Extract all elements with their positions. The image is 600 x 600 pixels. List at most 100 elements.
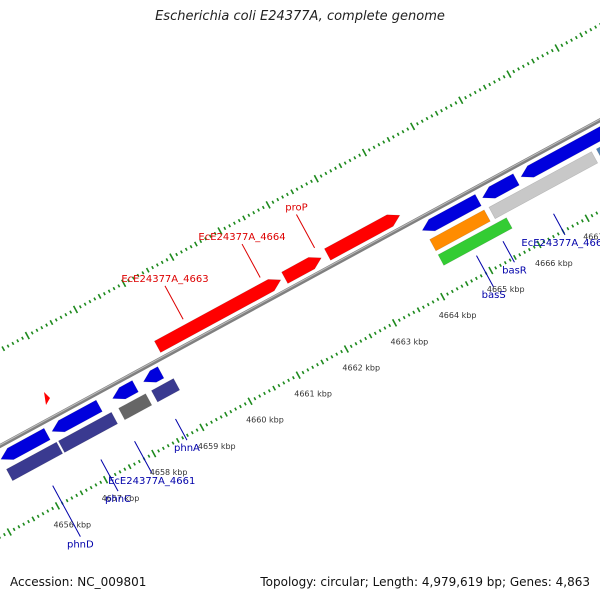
gene-feature	[5, 441, 64, 482]
tick-mark	[12, 527, 16, 532]
gene-label: phnC	[105, 494, 131, 505]
tick-mark	[102, 292, 106, 296]
tick-mark	[247, 213, 251, 218]
tick-mark	[94, 483, 98, 487]
backbone-line	[0, 117, 600, 449]
tick-mark	[493, 80, 496, 84]
tick-mark	[118, 470, 122, 474]
tick-mark	[217, 227, 223, 235]
tick-mark	[367, 148, 371, 152]
tick-mark	[446, 292, 449, 296]
tick-mark	[59, 315, 63, 319]
tick-mark	[155, 263, 159, 267]
tick-mark	[65, 498, 69, 503]
gene-feature	[142, 366, 165, 383]
tick-mark	[436, 297, 440, 301]
tick-mark	[102, 475, 109, 484]
tick-mark	[141, 271, 145, 275]
tick-mark	[147, 454, 151, 458]
tick-mark	[40, 326, 44, 330]
tick-mark	[464, 95, 468, 100]
tick-mark	[75, 493, 79, 498]
gene-label: basS	[482, 290, 506, 301]
tick-mark	[536, 56, 540, 61]
tick-mark	[113, 472, 117, 477]
tick-mark	[556, 232, 560, 236]
tick-mark	[195, 428, 199, 432]
tick-mark	[54, 501, 61, 510]
tick-mark	[190, 430, 194, 435]
gene-feature	[520, 126, 600, 178]
gene-label: basR	[502, 265, 527, 276]
tick-mark	[407, 313, 411, 317]
tick-mark	[282, 381, 286, 385]
tick-mark	[550, 48, 554, 53]
tick-mark	[391, 135, 395, 139]
tick-mark	[595, 211, 599, 215]
labels: 4656 kbp 4657 kbp 4658 kbp 4659 kbp 4660 kbp…	[53, 203, 600, 551]
tick-mark	[474, 276, 478, 281]
tick-mark	[117, 284, 121, 288]
label-leader	[553, 213, 566, 236]
tick-mark	[560, 43, 564, 48]
tick-mark	[434, 110, 439, 116]
tick-mark	[409, 122, 416, 131]
label-leader	[175, 418, 188, 441]
tick-mark	[214, 417, 218, 422]
tick-mark	[320, 359, 325, 365]
tick-mark	[305, 182, 309, 186]
tick-mark	[353, 156, 357, 160]
tick-mark	[243, 402, 247, 406]
gene-feature	[595, 146, 600, 157]
tick-mark	[45, 323, 49, 327]
tick-mark	[223, 226, 227, 231]
tick-mark	[426, 302, 430, 307]
tick-mark	[205, 423, 209, 427]
tick-mark	[402, 315, 406, 320]
gene-feature	[421, 193, 482, 232]
tick-mark	[51, 506, 55, 511]
tick-mark	[265, 200, 271, 209]
tick-mark	[499, 263, 502, 268]
tick-mark	[84, 488, 88, 492]
tick-mark	[180, 250, 183, 254]
tick-mark	[41, 511, 45, 516]
tick-mark	[571, 224, 575, 228]
topology-text: Topology: circular; Length: 4,979,619 bp…	[260, 575, 590, 589]
gene-feature	[0, 427, 51, 460]
tick-mark	[554, 44, 560, 52]
tick-mark	[584, 214, 590, 223]
tick-mark	[454, 101, 458, 105]
tick-mark	[127, 278, 130, 283]
tick-mark	[517, 67, 520, 71]
tick-mark	[361, 148, 368, 157]
tick-mark	[181, 436, 185, 440]
scale-label: 4657 kbp	[102, 494, 140, 503]
tick-mark	[343, 161, 347, 165]
accession-text: Accession: NC_009801	[10, 575, 147, 589]
genome-backbone	[0, 117, 600, 449]
tick-mark	[271, 200, 275, 204]
tick-mark	[54, 318, 58, 322]
tick-mark	[494, 266, 498, 270]
scale-label: 4656 kbp	[53, 520, 91, 529]
tick-mark	[488, 82, 492, 87]
tick-mark	[295, 371, 301, 380]
tick-mark	[83, 302, 87, 306]
tick-mark	[204, 237, 207, 241]
tick-mark	[552, 234, 555, 239]
tick-mark	[247, 397, 253, 406]
tick-mark	[199, 423, 205, 432]
gene-features	[0, 126, 600, 482]
tick-mark	[590, 213, 594, 218]
scale-label: 4658 kbp	[150, 468, 188, 477]
tick-mark	[46, 509, 50, 513]
tick-mark	[253, 396, 257, 401]
tick-mark	[468, 93, 472, 97]
tick-mark	[449, 103, 453, 108]
tick-mark	[508, 258, 512, 262]
tick-mark	[518, 253, 522, 257]
scale-label: 4660 kbp	[246, 416, 284, 425]
tick-mark	[373, 331, 377, 335]
tick-mark	[377, 143, 381, 147]
